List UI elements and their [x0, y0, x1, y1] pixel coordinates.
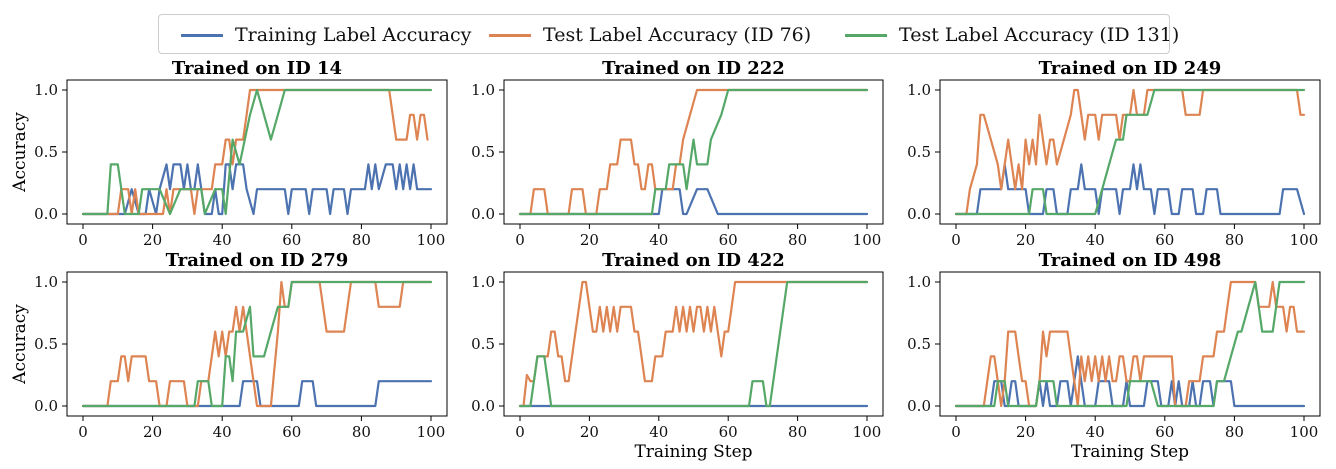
x-tick-label: 80 [352, 423, 371, 441]
y-tick-label: 1.0 [34, 81, 58, 99]
x-tick-label: 100 [417, 231, 446, 249]
series-line-3 [518, 280, 869, 408]
legend-swatch-training [181, 33, 223, 37]
x-tick-label: 20 [1016, 423, 1035, 441]
x-tick-label: 20 [143, 231, 162, 249]
legend: Training Label Accuracy Test Label Accur… [158, 14, 1179, 55]
axes-frame [939, 79, 1321, 225]
legend-label-training: Training Label Accuracy [235, 24, 472, 46]
x-tick-label: 20 [580, 423, 599, 441]
legend-label-test-131: Test Label Accuracy (ID 131) [899, 24, 1180, 46]
series-line-2 [518, 280, 869, 408]
x-tick-label: 0 [78, 231, 88, 249]
x-tick-label: 60 [719, 231, 738, 249]
y-tick-label: 0.5 [471, 143, 495, 161]
x-tick-label: 100 [417, 423, 446, 441]
y-tick-label: 0.0 [34, 205, 58, 223]
y-tick-label: 0.0 [34, 397, 58, 415]
y-tick-label: 1.0 [907, 81, 931, 99]
y-tick-label: 0.0 [907, 205, 931, 223]
x-tick-label: 100 [853, 231, 882, 249]
series-line-1 [954, 163, 1306, 216]
y-tick-label: 0.5 [907, 335, 931, 353]
x-tick-label: 40 [649, 231, 668, 249]
subplot-4: 0 20 40 60 80 100 0.0 0.5 1.0 Trained on ID 279 Ac… [10, 250, 448, 441]
subplot-2: 0 20 40 60 80 100 0.0 0.5 1.0 Trained on ID 222 [471, 58, 884, 249]
subplot-1: 0 20 40 60 80 100 0.0 0.5 1.0 Trained on ID 14 Acc… [10, 58, 448, 249]
series-line-3 [954, 88, 1306, 216]
x-tick-label: 20 [1016, 231, 1035, 249]
legend-item-test-131: Test Label Accuracy (ID 131) [845, 15, 1179, 55]
subplot-title: Trained on ID 498 [1039, 250, 1222, 271]
series-line-2 [954, 88, 1306, 216]
legend-swatch-test-131 [845, 33, 887, 37]
x-tick-label: 60 [719, 423, 738, 441]
legend-item-training: Training Label Accuracy [181, 15, 471, 55]
series-line-1 [81, 163, 433, 216]
x-tick-label: 80 [1225, 231, 1244, 249]
subplot-title: Trained on ID 422 [602, 250, 785, 271]
y-tick-label: 0.5 [471, 335, 495, 353]
series-line-2 [81, 88, 429, 216]
x-tick-label: 40 [213, 231, 232, 249]
legend-item-test-76: Test Label Accuracy (ID 76) [489, 15, 811, 55]
subplot-title: Trained on ID 249 [1039, 58, 1222, 79]
x-tick-label: 0 [78, 423, 88, 441]
x-tick-label: 40 [649, 423, 668, 441]
legend-label-test-76: Test Label Accuracy (ID 76) [543, 24, 812, 46]
y-axis-label: Accuracy [10, 304, 30, 385]
x-tick-label: 100 [853, 423, 882, 441]
axes-frame [503, 271, 884, 417]
y-tick-label: 0.0 [471, 205, 495, 223]
x-tick-label: 80 [788, 231, 807, 249]
x-axis-label: Training Step [634, 442, 752, 462]
x-tick-label: 0 [515, 231, 525, 249]
subplot-5: 0 20 40 60 80 100 0.0 0.5 1.0 Trained on ID 422 Tr… [471, 250, 884, 462]
subplot-6: 0 20 40 60 80 100 0.0 0.5 1.0 Trained on ID 498 Tr… [907, 250, 1321, 462]
x-tick-label: 40 [1086, 423, 1105, 441]
x-tick-label: 20 [143, 423, 162, 441]
series-line-3 [81, 88, 433, 216]
x-tick-label: 40 [213, 423, 232, 441]
x-tick-label: 100 [1290, 423, 1319, 441]
x-tick-label: 0 [951, 231, 961, 249]
series-line-3 [954, 280, 1306, 408]
y-tick-label: 1.0 [471, 273, 495, 291]
x-tick-label: 80 [788, 423, 807, 441]
subplot-title: Trained on ID 279 [166, 250, 349, 271]
x-tick-label: 60 [1155, 423, 1174, 441]
series-line-3 [518, 88, 869, 216]
y-tick-label: 0.0 [907, 397, 931, 415]
x-tick-label: 80 [352, 231, 371, 249]
y-tick-label: 1.0 [471, 81, 495, 99]
series-line-2 [954, 280, 1306, 408]
x-tick-label: 0 [515, 423, 525, 441]
subplot-title: Trained on ID 222 [602, 58, 785, 79]
y-tick-label: 1.0 [907, 273, 931, 291]
x-tick-label: 80 [1225, 423, 1244, 441]
axes-frame [66, 271, 448, 417]
subplot-3: 0 20 40 60 80 100 0.0 0.5 1.0 Trained on ID 249 [907, 58, 1321, 249]
y-axis-label: Accuracy [10, 112, 30, 193]
y-tick-label: 0.5 [34, 335, 58, 353]
y-tick-label: 0.5 [907, 143, 931, 161]
y-tick-label: 0.5 [34, 143, 58, 161]
x-tick-label: 60 [282, 423, 301, 441]
series-line-1 [81, 380, 433, 408]
x-axis-label: Training Step [1071, 442, 1189, 462]
series-line-3 [81, 280, 433, 408]
x-tick-label: 0 [951, 423, 961, 441]
x-tick-label: 100 [1290, 231, 1319, 249]
x-tick-label: 40 [1086, 231, 1105, 249]
series-line-1 [518, 188, 869, 216]
x-tick-label: 60 [282, 231, 301, 249]
x-tick-label: 60 [1155, 231, 1174, 249]
x-tick-label: 20 [580, 231, 599, 249]
y-tick-label: 0.0 [471, 397, 495, 415]
y-tick-label: 1.0 [34, 273, 58, 291]
legend-swatch-test-76 [489, 33, 531, 37]
subplot-title: Trained on ID 14 [172, 58, 342, 79]
